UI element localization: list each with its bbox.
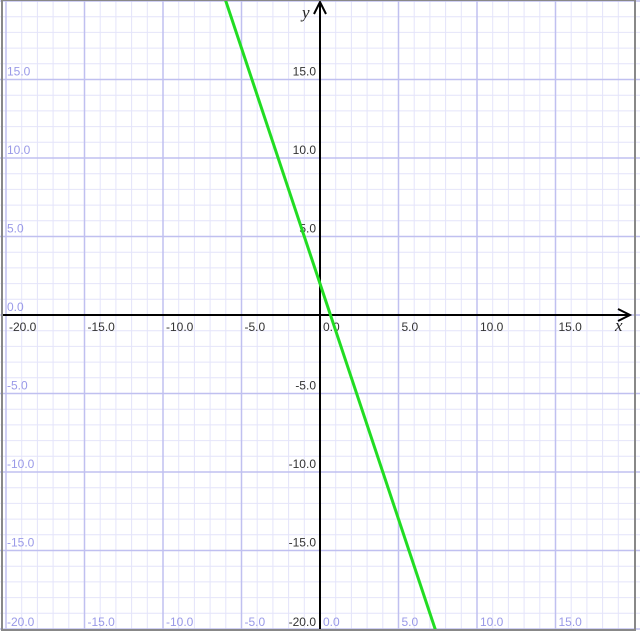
- x-tick-label: -15.0: [88, 320, 116, 334]
- y-axis-title: y: [300, 3, 310, 22]
- x-tick-label: 10.0: [480, 320, 504, 334]
- left-edge-y-label: 0.0: [7, 300, 24, 314]
- bottom-edge-x-label: 5.0: [402, 615, 419, 629]
- x-tick-label: -20.0: [9, 320, 37, 334]
- x-axis-title: x: [614, 316, 623, 335]
- left-edge-y-label: -5.0: [7, 379, 28, 393]
- x-tick-label: -10.0: [166, 320, 194, 334]
- y-tick-label: -5.0: [295, 379, 316, 393]
- x-tick-label: -5.0: [245, 320, 266, 334]
- bottom-edge-x-label: 10.0: [480, 615, 504, 629]
- x-tick-label: 15.0: [559, 320, 583, 334]
- y-tick-label: -20.0: [289, 615, 317, 629]
- left-edge-y-label: 15.0: [7, 65, 31, 79]
- y-axis-arrow-icon: [313, 0, 327, 15]
- y-tick-label: -15.0: [289, 536, 317, 550]
- bottom-edge-x-label: -10.0: [166, 615, 194, 629]
- left-edge-y-label: 5.0: [7, 222, 24, 236]
- left-edge-y-label: -20.0: [7, 615, 35, 629]
- bottom-edge-x-label: 0.0: [323, 615, 340, 629]
- x-axis-arrow-icon: [617, 308, 633, 322]
- left-edge-y-label: 10.0: [7, 143, 31, 157]
- left-edge-y-label: -15.0: [7, 536, 35, 550]
- x-tick-label: 5.0: [402, 320, 419, 334]
- y-tick-label: -10.0: [289, 457, 317, 471]
- bottom-edge-x-label: 15.0: [559, 615, 583, 629]
- y-tick-label: 10.0: [293, 143, 317, 157]
- bottom-edge-x-label: -15.0: [88, 615, 116, 629]
- series-line: [223, 0, 438, 631]
- bottom-edge-x-label: -5.0: [245, 615, 266, 629]
- y-tick-label: 15.0: [293, 65, 317, 79]
- left-edge-y-label: -10.0: [7, 457, 35, 471]
